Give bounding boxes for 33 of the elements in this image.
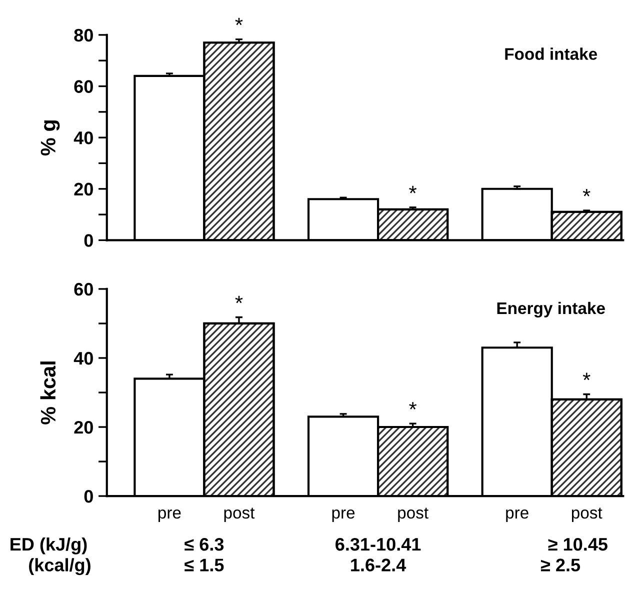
- y-tick-label: 60: [74, 282, 93, 296]
- y-tick-label: 40: [74, 352, 93, 365]
- annotation: *: [409, 186, 417, 194]
- text: 1.6-2.4: [351, 558, 406, 572]
- text: Food intake: [505, 48, 598, 60]
- y-tick-label: 40: [74, 131, 93, 144]
- text: ≥ 2.5: [540, 558, 580, 572]
- annotation: *: [235, 296, 243, 304]
- x-tick-label: 6.31-10.41: [336, 538, 421, 551]
- text: pre: [332, 510, 355, 522]
- annotation: *: [235, 18, 243, 26]
- text: pre: [506, 510, 528, 522]
- series-label: post: [224, 508, 255, 522]
- text: ≤ 1.5: [184, 558, 224, 572]
- y-tick-label: 80: [74, 28, 93, 42]
- annotation: *: [409, 402, 417, 410]
- x-tick-label: ≤ 6.3: [184, 538, 224, 551]
- y-tick-label: 0: [84, 234, 93, 247]
- series-label: pre: [158, 510, 181, 522]
- x-axis-title: ED (kJ/g): [10, 537, 87, 554]
- x-tick-label: ≥ 10.45: [548, 538, 608, 551]
- y-tick-label: 60: [74, 80, 93, 93]
- annotation: *: [582, 189, 590, 196]
- text: (kcal/g): [29, 558, 90, 576]
- text: Energy intake: [497, 302, 605, 318]
- text: post: [398, 508, 428, 522]
- text: post: [572, 508, 602, 522]
- y-tick-label: 20: [74, 182, 93, 196]
- y-tick-label: 0: [84, 490, 93, 503]
- annotation: *: [582, 372, 590, 380]
- y-axis-title: % kcal: [40, 362, 56, 424]
- y-tick-label: 20: [74, 420, 93, 434]
- y-axis-title: % g: [40, 120, 60, 156]
